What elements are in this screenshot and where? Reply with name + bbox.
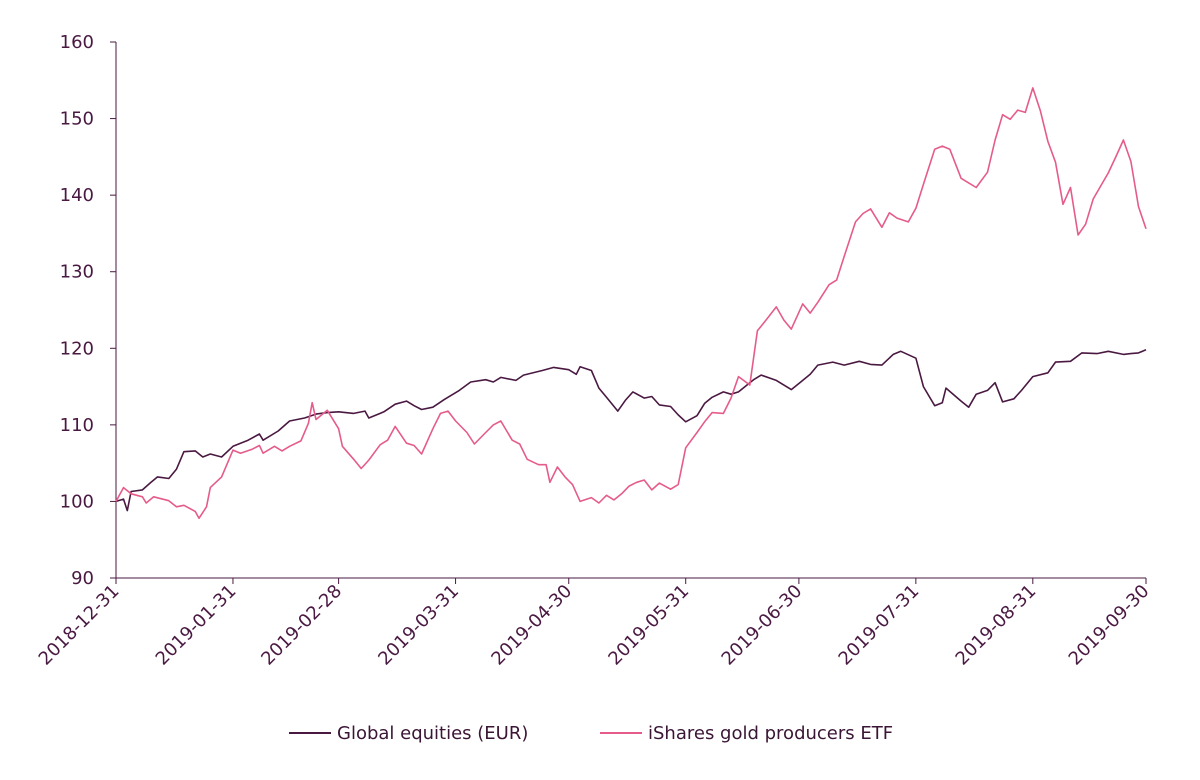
x-tick-label: 2019-02-28 [257, 581, 346, 670]
y-tick-label: 140 [60, 185, 94, 206]
plot-area [115, 87, 1147, 520]
y-tick-label: 120 [60, 338, 94, 359]
legend-label-2: iShares gold producers ETF [648, 723, 893, 744]
x-tick-label: 2019-09-30 [1065, 581, 1154, 670]
legend: Global equities (EUR) iShares gold produc… [289, 723, 893, 744]
series-line-1 [115, 349, 1147, 512]
series-line-2 [115, 87, 1147, 520]
x-axis: 2018-12-31 2019-01-31 2019-02-28 2019-03-31… [35, 577, 1154, 670]
y-tick-label: 90 [71, 568, 94, 589]
x-tick-label: 2019-06-30 [718, 581, 807, 670]
x-tick-label: 2019-05-31 [604, 581, 693, 670]
y-tick-label: 150 [60, 109, 94, 130]
x-tick-label: 2018-12-31 [35, 581, 124, 670]
y-tick-label: 160 [60, 32, 94, 53]
y-tick-label: 100 [60, 491, 94, 512]
x-tick-label: 2019-01-31 [152, 581, 241, 670]
y-tick-label: 110 [60, 415, 94, 436]
x-tick-label: 2019-08-31 [952, 581, 1041, 670]
y-axis: 90 100 110 120 130 140 150 160 [60, 32, 117, 589]
legend-label-1: Global equities (EUR) [337, 723, 528, 744]
x-tick-label: 2019-04-30 [487, 581, 576, 670]
y-tick-label: 130 [60, 262, 94, 283]
x-tick-label: 2019-03-31 [374, 581, 463, 670]
x-tick-label: 2019-07-31 [835, 581, 924, 670]
